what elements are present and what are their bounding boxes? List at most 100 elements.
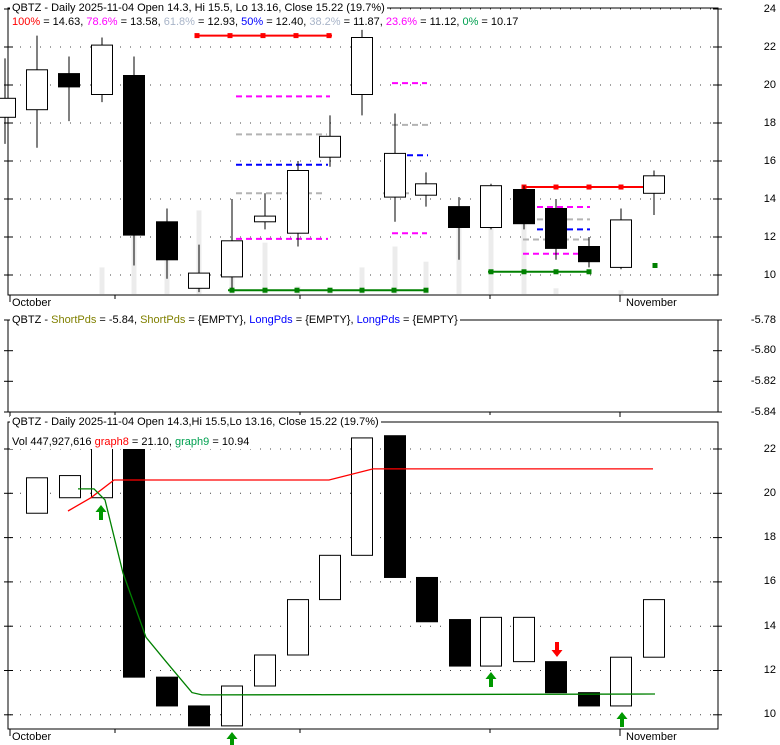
candle-body[interactable] xyxy=(319,135,341,158)
candle-body[interactable] xyxy=(449,619,471,667)
indicator-panel-title: QBTZ - ShortPds = -5.84, ShortPds = {EMP… xyxy=(10,314,460,327)
fib-level-text: 100% xyxy=(12,16,41,28)
price-axis-label: 16 xyxy=(763,575,776,588)
price-axis-label: 22 xyxy=(763,40,776,53)
volume-panel-title: QBTZ - Daily 2025-11-04 Open 14.3,Hi 15.… xyxy=(10,416,381,429)
candle-body[interactable] xyxy=(351,37,373,95)
fib-marker-square xyxy=(586,184,592,190)
fib-marker-square xyxy=(227,33,233,39)
candle-body[interactable] xyxy=(188,272,210,289)
volume-shadow-bar xyxy=(488,218,494,294)
fib-level-text: = 12.40, xyxy=(263,16,310,28)
candle-body[interactable] xyxy=(610,219,632,268)
candle-body[interactable] xyxy=(26,69,48,111)
price-axis-label: 16 xyxy=(763,154,776,167)
indicator-axis-label: -5.78 xyxy=(750,313,776,326)
fib-marker-square xyxy=(423,287,429,293)
x-axis-label-november-bottom: November xyxy=(626,731,677,743)
indicator-title-text: = {EMPTY} xyxy=(400,314,458,326)
candle-body[interactable] xyxy=(254,654,276,687)
buy-signal-arrow-icon xyxy=(485,672,497,687)
candle-body[interactable] xyxy=(513,616,535,663)
candle-body[interactable] xyxy=(123,75,145,236)
fib-marker-square xyxy=(262,287,268,293)
candle-body[interactable] xyxy=(156,221,178,261)
candle-body[interactable] xyxy=(287,599,309,656)
fib-marker-square xyxy=(553,184,559,190)
fib-marker-square xyxy=(652,263,658,268)
candle-body[interactable] xyxy=(415,183,437,196)
fib-marker-square xyxy=(229,287,235,293)
fib-level-text: = 13.58, xyxy=(117,16,164,28)
candle-body[interactable] xyxy=(91,44,113,95)
candle-body[interactable] xyxy=(610,656,632,707)
price-axis-label: 10 xyxy=(763,708,776,721)
fib-level-text: 50% xyxy=(241,16,264,28)
fib-level-text: = 11.87, xyxy=(340,16,386,28)
indicator-title-text: = {EMPTY}, xyxy=(185,314,250,326)
candle-body[interactable] xyxy=(123,446,145,678)
candle-body[interactable] xyxy=(448,206,470,229)
candle-body[interactable] xyxy=(416,576,438,623)
candle-body[interactable] xyxy=(26,477,48,514)
buy-signal-arrow-icon xyxy=(616,712,628,727)
volume-shadow-bar xyxy=(618,290,624,294)
fib-marker-square xyxy=(488,269,494,275)
price-panel-title: QBTZ - Daily 2025-11-04 Open 14.3, Hi 15… xyxy=(10,2,387,15)
candle-body[interactable] xyxy=(578,246,600,263)
candle-body[interactable] xyxy=(643,599,665,658)
price-axis-label: 12 xyxy=(763,230,776,243)
candle-body[interactable] xyxy=(188,705,210,727)
candle-body[interactable] xyxy=(287,170,309,234)
x-axis-label-october-bottom: October xyxy=(12,731,52,743)
fib-marker-square xyxy=(293,33,299,39)
candle-body[interactable] xyxy=(254,215,276,223)
candle-body[interactable] xyxy=(480,185,502,228)
candle-body[interactable] xyxy=(480,616,502,667)
fib-marker-square xyxy=(294,287,300,293)
candle-body[interactable] xyxy=(384,435,406,578)
graph8-indicator-line xyxy=(67,468,653,512)
fib-marker-square xyxy=(326,33,332,39)
fib-marker-square xyxy=(194,33,200,39)
indicator-panel-plot-area[interactable] xyxy=(7,319,719,413)
candle-body[interactable] xyxy=(513,189,535,225)
candle-body[interactable] xyxy=(58,73,80,88)
price-axis-label: 14 xyxy=(763,192,776,205)
fib-level-text: 61.8% xyxy=(163,16,195,28)
volume-readout-text: graph9 xyxy=(175,436,210,448)
candle-body[interactable] xyxy=(221,685,243,727)
fib-level-text: = 12.93, xyxy=(194,16,242,28)
candle-body[interactable] xyxy=(0,97,16,118)
candle-body[interactable] xyxy=(319,554,341,601)
indicator-title-text: = {EMPTY}, xyxy=(292,314,357,326)
volume-readout-text: graph8 xyxy=(94,436,129,448)
fib-marker-square xyxy=(359,287,365,293)
candle-body[interactable] xyxy=(59,475,81,499)
volume-shadow-bar xyxy=(359,267,365,294)
indicator-title-text: ShortPds xyxy=(140,314,186,326)
fib-marker-square xyxy=(521,269,527,275)
fib-marker-square xyxy=(391,287,397,293)
indicator-title-text: LongPds xyxy=(249,314,293,326)
candle-body[interactable] xyxy=(545,208,567,249)
candle-body[interactable] xyxy=(578,692,600,707)
fib-level-text: 0% xyxy=(462,16,479,28)
candle-body[interactable] xyxy=(351,437,373,556)
indicator-axis-label: -5.84 xyxy=(750,405,776,418)
fib-marker-square xyxy=(586,269,592,275)
price-axis-label: 20 xyxy=(763,78,776,91)
price-axis-label: 12 xyxy=(763,664,776,676)
price-axis-label: 22 xyxy=(763,442,776,455)
candle-body[interactable] xyxy=(384,152,406,198)
volume-readout-text: = 10.94 xyxy=(209,436,250,448)
indicator-axis-label: -5.80 xyxy=(750,344,776,357)
candle-body[interactable] xyxy=(643,175,665,194)
candle-body[interactable] xyxy=(545,661,567,694)
volume-readout: Vol 447,927,616 graph8 = 21.10, graph9 =… xyxy=(10,436,252,449)
candle-body[interactable] xyxy=(221,240,243,278)
x-axis-label-october-top: October xyxy=(12,297,52,309)
candle-body[interactable] xyxy=(156,676,178,707)
